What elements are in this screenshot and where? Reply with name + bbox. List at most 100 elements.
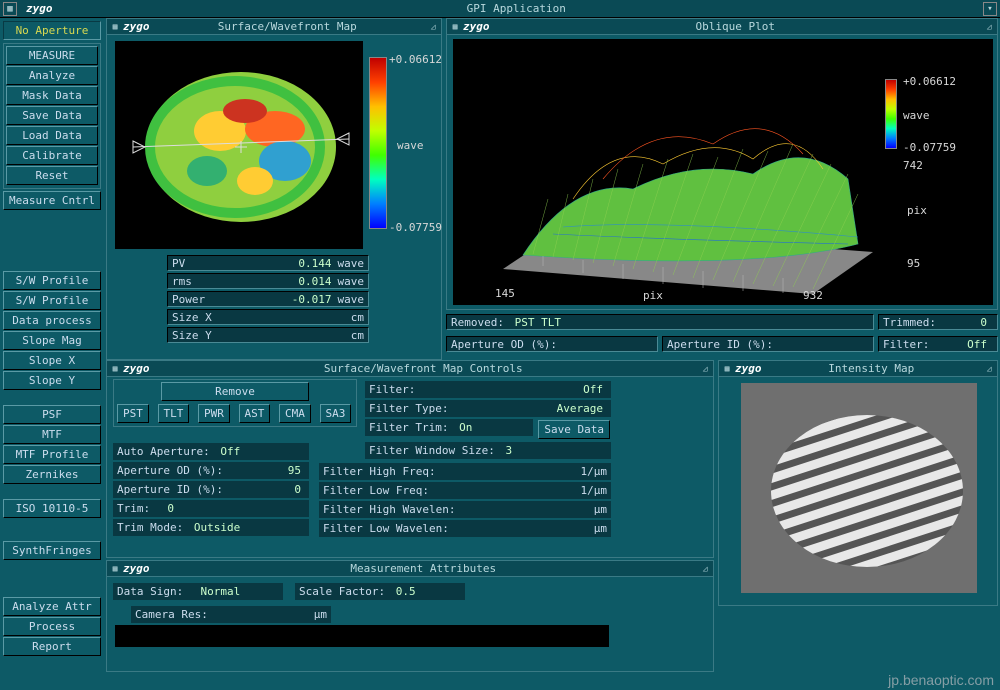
- ctrl-trim[interactable]: Trim: 0: [113, 500, 309, 517]
- panel-menu-icon[interactable]: ▦: [109, 563, 121, 575]
- oblique-panel: ▦ zygo Oblique Plot ◿: [446, 18, 998, 310]
- analyze-attr-button[interactable]: Analyze Attr: [3, 597, 101, 616]
- panel-brand: zygo: [123, 20, 150, 33]
- mtf-button[interactable]: MTF: [3, 425, 101, 444]
- panel-brand: zygo: [735, 362, 762, 375]
- iso-button[interactable]: ISO 10110-5: [3, 499, 101, 518]
- oblique-display[interactable]: +0.06612 wave -0.07759 742 pix 95 145 pi…: [453, 39, 993, 305]
- panel-resize-icon[interactable]: ◿: [983, 21, 995, 33]
- status-ap-id: Aperture ID (%):: [662, 336, 874, 352]
- stat-rms: rms0.014wave: [167, 273, 369, 289]
- mtf-profile-button[interactable]: MTF Profile: [3, 445, 101, 464]
- measure-title: Measurement Attributes: [150, 562, 698, 575]
- remove-pst[interactable]: PST: [117, 404, 149, 423]
- intensity-title: Intensity Map: [762, 362, 982, 375]
- slope-x-button[interactable]: Slope X: [3, 351, 101, 370]
- oblique-title: Oblique Plot: [490, 20, 982, 33]
- stat-sizex: Size Xcm: [167, 309, 369, 325]
- wavefront-scale-high: +0.06612: [389, 53, 442, 66]
- camera-res[interactable]: Camera Res:μm: [131, 606, 331, 623]
- slope-y-button[interactable]: Slope Y: [3, 371, 101, 390]
- zernikes-button[interactable]: Zernikes: [3, 465, 101, 484]
- panel-resize-icon[interactable]: ◿: [699, 363, 711, 375]
- oblique-x-right: 932: [803, 289, 823, 302]
- ctrl-ap-od[interactable]: Aperture OD (%):95: [113, 462, 309, 479]
- synthfringes-button[interactable]: SynthFringes: [3, 541, 101, 560]
- auto-aperture[interactable]: Auto Aperture: Off: [113, 443, 309, 460]
- stat-sizey: Size Ycm: [167, 327, 369, 343]
- slope-mag-button[interactable]: Slope Mag: [3, 331, 101, 350]
- panel-resize-icon[interactable]: ◿: [699, 563, 711, 575]
- measure-button[interactable]: MEASURE: [6, 46, 98, 65]
- remove-tlt[interactable]: TLT: [158, 404, 190, 423]
- intensity-display[interactable]: [741, 383, 977, 593]
- controls-title: Surface/Wavefront Map Controls: [150, 362, 698, 375]
- ctrl-flf[interactable]: Filter Low Freq:1/μm: [319, 482, 611, 499]
- system-menu-icon[interactable]: ▦: [3, 2, 17, 16]
- sw-profile-1-button[interactable]: S/W Profile: [3, 271, 101, 290]
- wavefront-title: Surface/Wavefront Map: [150, 20, 426, 33]
- brand-logo: zygo: [26, 2, 53, 15]
- scale-factor[interactable]: Scale Factor: 0.5: [295, 583, 465, 600]
- calibrate-button[interactable]: Calibrate: [6, 146, 98, 165]
- controls-save-data[interactable]: Save Data: [538, 420, 610, 439]
- panel-menu-icon[interactable]: ▦: [109, 21, 121, 33]
- wavefront-map-display[interactable]: [115, 41, 363, 249]
- status-removed: Removed: PST TLT: [446, 314, 874, 330]
- remove-sa3[interactable]: SA3: [320, 404, 352, 423]
- controls-panel: ▦ zygo Surface/Wavefront Map Controls ◿ …: [106, 360, 714, 558]
- wavefront-colorbar: [369, 57, 387, 229]
- ctrl-filter[interactable]: Filter:Off: [365, 381, 611, 398]
- oblique-scale-low: -0.07759: [903, 141, 956, 154]
- load-data-button[interactable]: Load Data: [6, 126, 98, 145]
- panel-brand: zygo: [123, 362, 150, 375]
- save-data-button[interactable]: Save Data: [6, 106, 98, 125]
- app-title: GPI Application: [53, 2, 981, 15]
- wavefront-scale-low: -0.07759: [389, 221, 442, 234]
- minimize-icon[interactable]: ▾: [983, 2, 997, 16]
- ctrl-flw[interactable]: Filter Low Wavelen:μm: [319, 520, 611, 537]
- sidebar: No Aperture MEASURE Analyze Mask Data Sa…: [0, 18, 104, 690]
- measure-cntrl-button[interactable]: Measure Cntrl: [3, 191, 101, 210]
- remove-cma[interactable]: CMA: [279, 404, 311, 423]
- no-aperture-button[interactable]: No Aperture: [3, 21, 101, 40]
- stat-power: Power-0.017wave: [167, 291, 369, 307]
- ctrl-filter-type[interactable]: Filter Type:Average: [365, 400, 611, 417]
- wavefront-scale-unit: wave: [397, 139, 424, 152]
- panel-brand: zygo: [123, 562, 150, 575]
- ctrl-ap-id[interactable]: Aperture ID (%):0: [113, 481, 309, 498]
- ctrl-fhw[interactable]: Filter High Wavelen:μm: [319, 501, 611, 518]
- process-button[interactable]: Process: [3, 617, 101, 636]
- panel-menu-icon[interactable]: ▦: [109, 363, 121, 375]
- data-process-button[interactable]: Data process: [3, 311, 101, 330]
- oblique-y-unit: pix: [907, 204, 927, 217]
- ctrl-trim-mode[interactable]: Trim Mode: Outside: [113, 519, 309, 536]
- panel-menu-icon[interactable]: ▦: [721, 363, 733, 375]
- remove-pwr[interactable]: PWR: [198, 404, 230, 423]
- stat-pv: PV0.144wave: [167, 255, 369, 271]
- ctrl-filter-trim[interactable]: Filter Trim: On: [365, 419, 533, 436]
- ctrl-fhf[interactable]: Filter High Freq:1/μm: [319, 463, 611, 480]
- sw-profile-2-button[interactable]: S/W Profile: [3, 291, 101, 310]
- wavefront-panel: ▦ zygo Surface/Wavefront Map ◿: [106, 18, 442, 360]
- progress-bar: [115, 625, 609, 647]
- panel-resize-icon[interactable]: ◿: [983, 363, 995, 375]
- psf-button[interactable]: PSF: [3, 405, 101, 424]
- remove-label: Remove: [161, 382, 309, 401]
- measure-panel: ▦ zygo Measurement Attributes ◿ Data Sig…: [106, 560, 714, 672]
- data-sign[interactable]: Data Sign: Normal: [113, 583, 283, 600]
- panel-resize-icon[interactable]: ◿: [427, 21, 439, 33]
- reset-button[interactable]: Reset: [6, 166, 98, 185]
- oblique-scale-high: +0.06612: [903, 75, 956, 88]
- panel-menu-icon[interactable]: ▦: [449, 21, 461, 33]
- oblique-y-bot: 95: [907, 257, 920, 270]
- remove-ast[interactable]: AST: [239, 404, 271, 423]
- oblique-colorbar: [885, 79, 897, 149]
- mask-data-button[interactable]: Mask Data: [6, 86, 98, 105]
- report-button[interactable]: Report: [3, 637, 101, 656]
- oblique-scale-unit: wave: [903, 109, 930, 122]
- analyze-button[interactable]: Analyze: [6, 66, 98, 85]
- status-ap-od: Aperture OD (%):: [446, 336, 658, 352]
- ctrl-filter-window[interactable]: Filter Window Size: 3: [365, 442, 611, 459]
- oblique-x-unit: pix: [643, 289, 663, 302]
